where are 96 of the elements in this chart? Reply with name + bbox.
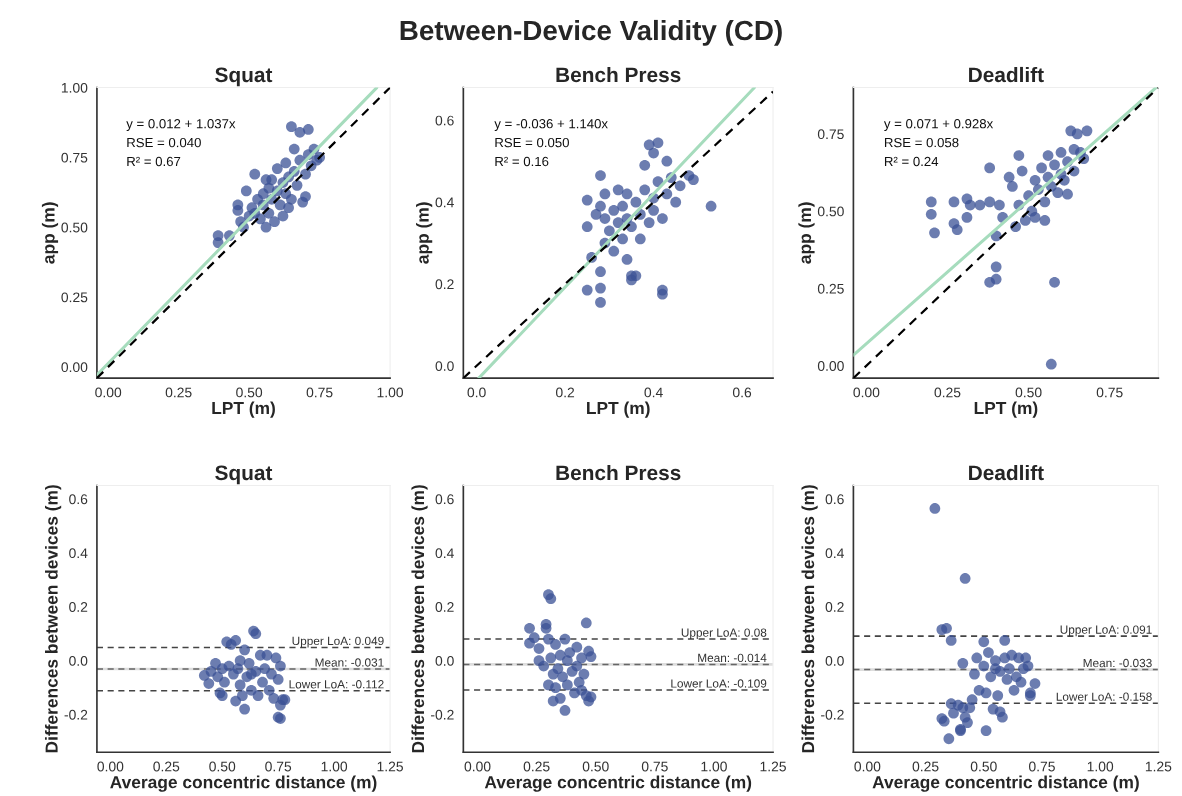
x-tick-label: 0.2 bbox=[555, 387, 575, 398]
x-tick-label: 0.6 bbox=[732, 387, 752, 398]
y-axis-title: app (m) bbox=[416, 202, 433, 264]
chart-title: Bench Press bbox=[556, 66, 681, 83]
y-tick-label: 0.6 bbox=[69, 494, 88, 505]
annotation: y = 0.012 + 1.037x bbox=[126, 119, 236, 131]
y-tick-label: 0.50 bbox=[61, 222, 88, 233]
y-tick-label: 0.2 bbox=[435, 279, 454, 290]
x-tick-label: 0.50 bbox=[1015, 387, 1042, 398]
x-axis-title: LPT (m) bbox=[587, 401, 650, 418]
annotation: y = -0.036 + 1.140x bbox=[494, 119, 608, 131]
y-tick-label: 0.75 bbox=[61, 152, 88, 163]
ref-line-label: Lower LoA: -0.112 bbox=[289, 680, 384, 689]
x-tick-label: 0.0 bbox=[467, 387, 486, 398]
y-tick-label: 0.4 bbox=[435, 548, 454, 559]
y-tick-label: 0.0 bbox=[435, 361, 454, 371]
x-tick-label: 0.50 bbox=[209, 761, 236, 772]
x-tick-label: 1.00 bbox=[377, 387, 404, 398]
x-tick-label: 0.00 bbox=[97, 761, 124, 772]
x-tick-label: 0.75 bbox=[265, 761, 292, 772]
x-tick-label: 0.00 bbox=[95, 387, 122, 398]
x-tick-label: 0.25 bbox=[912, 761, 939, 772]
x-axis-title: LPT (m) bbox=[212, 401, 275, 418]
y-tick-label: 1.00 bbox=[61, 82, 88, 93]
y-tick-label: 0.2 bbox=[435, 602, 454, 612]
y-tick-label: -0.2 bbox=[64, 709, 88, 720]
y-axis-title: Differences between devices (m) bbox=[45, 485, 62, 753]
y-tick-label: 0.4 bbox=[825, 548, 844, 559]
y-tick-label: 0.2 bbox=[69, 602, 88, 612]
ref-line-label: Upper LoA: 0.091 bbox=[1060, 625, 1152, 637]
y-tick-label: 0.0 bbox=[69, 655, 88, 666]
y-tick-label: 0.75 bbox=[817, 129, 844, 140]
annotation: R² = 0.67 bbox=[127, 156, 181, 167]
y-tick-label: 0.4 bbox=[435, 197, 454, 208]
y-tick-label: 0.0 bbox=[435, 655, 454, 666]
x-axis-title: Average concentric distance (m) bbox=[872, 775, 1139, 792]
text: Between-Device Validity (CD) bbox=[400, 19, 782, 46]
y-tick-label: 0.25 bbox=[817, 283, 844, 294]
y-tick-label: 0.4 bbox=[69, 548, 88, 559]
x-tick-label: 0.00 bbox=[854, 761, 881, 772]
x-tick-label: 0.50 bbox=[582, 761, 609, 772]
ref-line-label: Mean: -0.014 bbox=[698, 653, 767, 663]
x-tick-label: 0.25 bbox=[934, 387, 961, 398]
chart-title: Bench Press bbox=[556, 464, 681, 481]
annotation: R² = 0.16 bbox=[495, 156, 549, 167]
y-axis-title: Differences between devices (m) bbox=[801, 485, 818, 753]
x-tick-label: 0.75 bbox=[1028, 761, 1055, 772]
annotation: y = 0.071 + 0.928x bbox=[883, 119, 994, 131]
x-axis-title: Average concentric distance (m) bbox=[484, 775, 752, 792]
x-tick-label: 1.00 bbox=[1087, 761, 1114, 772]
x-tick-label: 0.75 bbox=[641, 761, 668, 772]
annotation: RSE = 0.050 bbox=[495, 137, 569, 148]
ref-line-label: Mean: -0.031 bbox=[315, 658, 384, 667]
x-tick-label: 0.4 bbox=[644, 387, 663, 398]
y-tick-label: -0.2 bbox=[821, 709, 844, 720]
chart-title: Deadlift bbox=[969, 66, 1044, 83]
x-axis-title: Average concentric distance (m) bbox=[110, 775, 377, 792]
ref-line-label: Mean: -0.033 bbox=[1083, 658, 1152, 668]
annotation: RSE = 0.040 bbox=[127, 137, 201, 148]
y-tick-label: 0.2 bbox=[825, 602, 844, 612]
x-tick-label: 1.25 bbox=[760, 761, 786, 772]
x-tick-label: 1.00 bbox=[701, 761, 727, 772]
chart-title: Squat bbox=[215, 67, 273, 87]
x-tick-label: 1.25 bbox=[377, 761, 403, 772]
x-tick-label: 0.25 bbox=[523, 761, 550, 772]
annotation: R² = 0.24 bbox=[884, 156, 939, 167]
y-tick-label: 0.6 bbox=[435, 115, 454, 126]
x-axis-title: LPT (m) bbox=[974, 401, 1038, 418]
ref-line-label: Upper LoA: 0.08 bbox=[681, 628, 767, 640]
ref-line-label: Upper LoA: 0.049 bbox=[292, 636, 384, 648]
chart-title: Deadlift bbox=[969, 464, 1044, 481]
y-axis-title: Differences between devices (m) bbox=[411, 485, 428, 753]
x-tick-label: 0.50 bbox=[970, 761, 997, 772]
x-tick-label: 1.25 bbox=[1145, 761, 1172, 772]
y-tick-label: 0.25 bbox=[61, 292, 88, 303]
ref-line-label: Lower LoA: -0.158 bbox=[1056, 692, 1152, 701]
y-tick-label: -0.2 bbox=[431, 709, 454, 720]
y-tick-label: 0.50 bbox=[817, 206, 844, 217]
y-axis-title: app (m) bbox=[41, 202, 59, 264]
ref-line-label: Lower LoA: -0.109 bbox=[671, 679, 767, 688]
x-tick-label: 0.00 bbox=[464, 761, 491, 772]
x-tick-label: 0.25 bbox=[153, 761, 180, 772]
y-tick-label: 0.00 bbox=[817, 361, 844, 371]
chart-title: Squat bbox=[215, 465, 273, 485]
y-tick-label: 0.00 bbox=[61, 362, 88, 373]
x-tick-label: 0.50 bbox=[236, 387, 263, 398]
x-tick-label: 0.75 bbox=[306, 387, 333, 398]
y-tick-label: 0.6 bbox=[435, 494, 454, 505]
y-tick-label: 0.0 bbox=[825, 655, 844, 666]
y-tick-label: 0.6 bbox=[825, 494, 844, 505]
annotation: RSE = 0.058 bbox=[884, 137, 959, 148]
x-tick-label: 1.00 bbox=[321, 761, 348, 772]
x-tick-label: 0.75 bbox=[1096, 387, 1123, 398]
y-axis-title: app (m) bbox=[798, 202, 815, 264]
x-tick-label: 0.00 bbox=[853, 387, 880, 398]
x-tick-label: 0.25 bbox=[165, 387, 192, 398]
